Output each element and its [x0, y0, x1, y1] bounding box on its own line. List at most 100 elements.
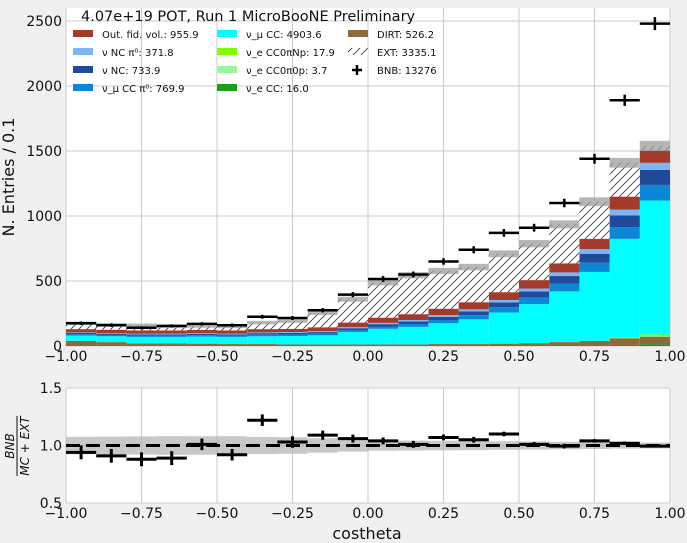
bar-nu_nc	[609, 215, 640, 228]
bar-numu_cc	[639, 200, 670, 335]
bar-out_fid	[488, 292, 519, 300]
bar-numu_cc_pi0	[307, 333, 338, 336]
bar-numu_cc	[126, 336, 157, 344]
legend-swatch-numu_cc	[217, 30, 237, 37]
main-y-tick-label: 2500	[26, 14, 62, 30]
mc-band-segment	[126, 323, 157, 327]
bar-nu_nc_pi0	[247, 332, 278, 334]
legend-swatch-ext	[348, 48, 368, 55]
bar-nu_nc_pi0	[488, 299, 519, 303]
bar-ext	[579, 201, 610, 239]
bar-ext	[247, 322, 278, 330]
bar-nu_nc	[247, 333, 278, 335]
bar-numu_cc	[217, 336, 248, 345]
ratio-y-tick-label: 1.5	[40, 381, 62, 397]
mc-band-segment	[458, 263, 489, 271]
bar-nu_nc_pi0	[428, 315, 459, 317]
bar-dirt	[458, 344, 489, 346]
ratio-x-tick-labels: −1.00 −0.75 −0.50 −0.25 0.00 0.25 0.50 0.75 1.00	[45, 506, 686, 522]
bar-out_fid	[639, 150, 670, 163]
bar-ext	[307, 312, 338, 328]
bar-nu_nc_pi0	[186, 333, 217, 334]
bar-out_fid	[428, 308, 459, 316]
bar-out_fid	[66, 329, 97, 333]
bar-ext	[96, 324, 127, 330]
legend-label-nu_nc_pi0: ν NC π⁰: 371.8	[102, 48, 174, 59]
bar-nu_nc_pi0	[609, 209, 640, 216]
bar-nu_nc	[458, 311, 489, 316]
bar-numu_cc	[307, 335, 338, 345]
bar-nu_nc	[639, 169, 670, 185]
main-y-tick-label: 1000	[26, 209, 62, 225]
ratio-x-tick-label: −0.50	[196, 506, 239, 522]
bar-numu_cc_pi0	[277, 334, 308, 336]
bar-nu_nc	[337, 328, 368, 331]
bar-dirt	[579, 340, 610, 346]
bar-numu_cc	[66, 335, 97, 341]
bar-dirt	[217, 344, 248, 346]
bar-numu_cc_pi0	[549, 283, 580, 292]
bar-out_fid	[307, 327, 338, 332]
ratio-band-segment	[488, 441, 519, 450]
bar-dirt	[519, 343, 550, 346]
bar-numu_cc_pi0	[66, 334, 97, 336]
bar-nu_nc	[549, 276, 580, 284]
ratio-x-tick-label: −0.25	[271, 506, 314, 522]
legend-label-out_fid: Out. fid. vol.: 955.9	[102, 30, 199, 41]
bar-numu_cc_pi0	[156, 335, 187, 337]
bar-dirt	[398, 344, 429, 346]
bar-nue_cc	[639, 344, 670, 346]
bar-nu_nc	[579, 253, 610, 263]
bar-numu_cc	[368, 328, 399, 345]
bar-ext	[217, 326, 248, 331]
bar-nu_nc	[519, 291, 550, 298]
legend-swatch-dirt	[348, 30, 368, 37]
bar-numu_cc_pi0	[398, 324, 429, 327]
mc-band-segment	[247, 320, 278, 325]
bar-nu_nc_pi0	[398, 320, 429, 322]
main-y-tick-label: 500	[35, 274, 62, 290]
main-x-tick-label: 0.25	[428, 349, 459, 365]
bar-nu_nc_pi0	[277, 332, 308, 333]
bar-numu_cc	[519, 304, 550, 344]
bar-nu_nc_pi0	[156, 333, 187, 335]
bar-dirt	[337, 344, 368, 346]
bar-nu_nc	[217, 334, 248, 336]
mc-band-segment	[368, 279, 399, 286]
bar-dirt	[66, 340, 97, 346]
stacked-histogram	[66, 145, 670, 346]
ratio-band-segment	[307, 438, 338, 453]
chart-title: 4.07e+19 POT, Run 1 MicroBooNE Prelimina…	[81, 9, 416, 25]
bar-numu_cc	[549, 291, 580, 343]
legend-swatch-nu_nc_pi0	[73, 48, 93, 55]
bar-out_fid	[398, 314, 429, 320]
svg-text:BNB: BNB	[3, 433, 17, 458]
bar-out_fid	[337, 322, 368, 328]
bar-out_fid	[126, 330, 157, 334]
bar-numu_cc	[609, 238, 640, 338]
bar-nue_cc	[609, 345, 640, 346]
mc-band-segment	[639, 140, 670, 152]
bar-dirt	[307, 344, 338, 346]
mc-band-segment	[519, 240, 550, 248]
main-y-tick-labels: 0 500 1000 1500 2000 2500	[26, 14, 62, 355]
bar-nue_cc0pinp	[639, 334, 670, 337]
bar-numu_cc	[428, 323, 459, 345]
bar-numu_cc_pi0	[639, 184, 670, 201]
ratio-data-points	[66, 414, 670, 467]
bar-out_fid	[549, 263, 580, 273]
bar-numu_cc	[488, 312, 519, 344]
main-x-tick-labels: −1.00 −0.75 −0.50 −0.25 0.00 0.25 0.50 0.75 1.00	[45, 349, 686, 365]
bar-dirt	[488, 343, 519, 346]
bar-ext	[488, 253, 519, 293]
bar-numu_cc_pi0	[488, 307, 519, 313]
main-y-axis-label: N. Entries / 0.1	[0, 118, 18, 237]
bar-numu_cc	[398, 326, 429, 345]
ratio-x-tick-label: 0.50	[503, 506, 534, 522]
main-y-tick-label: 0	[53, 339, 62, 355]
mc-band-segment	[428, 267, 459, 275]
bar-dirt	[277, 344, 308, 346]
bar-nu_nc	[66, 333, 97, 335]
bar-nu_nc_pi0	[368, 322, 399, 325]
bar-ext	[398, 275, 429, 315]
